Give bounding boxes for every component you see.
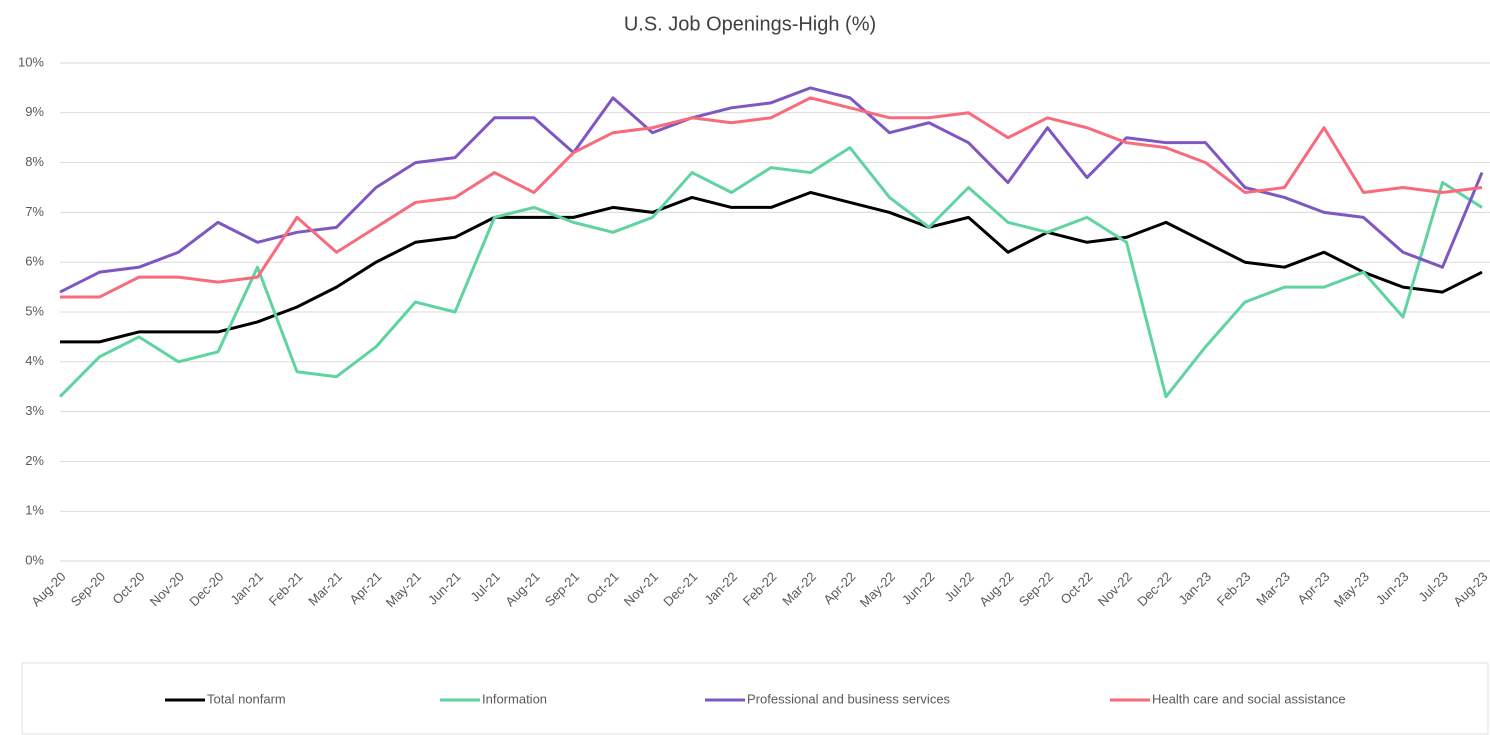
x-tick-label: May-21 (383, 569, 424, 610)
x-tick-label: Dec-22 (1134, 569, 1174, 609)
x-tick-label: Jan-21 (227, 569, 266, 608)
y-tick-label: 2% (25, 453, 44, 468)
legend-label: Total nonfarm (207, 691, 286, 706)
x-tick-label: Jun-23 (1373, 569, 1412, 608)
x-tick-label: Mar-22 (779, 569, 819, 609)
x-tick-label: Mar-21 (305, 569, 345, 609)
x-tick-label: May-22 (857, 569, 898, 610)
x-tick-label: Jan-22 (701, 569, 740, 608)
x-tick-label: Feb-22 (740, 569, 780, 609)
x-tick-label: Feb-23 (1214, 569, 1254, 609)
x-tick-label: Apr-21 (346, 569, 384, 607)
x-tick-label: Dec-21 (660, 569, 700, 609)
y-tick-label: 1% (25, 503, 44, 518)
x-tick-label: Jun-22 (899, 569, 938, 608)
x-tick-label: Aug-22 (976, 569, 1016, 609)
x-tick-label: Sep-20 (68, 569, 108, 609)
x-tick-label: Dec-20 (186, 569, 226, 609)
series-line (60, 96, 1483, 299)
x-tick-label: Aug-21 (502, 569, 542, 609)
legend-label: Professional and business services (747, 691, 951, 706)
y-tick-label: 7% (25, 204, 44, 219)
x-tick-label: Oct-21 (583, 569, 621, 607)
y-tick-label: 9% (25, 104, 44, 119)
y-tick-label: 10% (18, 54, 44, 69)
legend-label: Information (482, 691, 547, 706)
x-tick-label: Oct-22 (1057, 569, 1095, 607)
x-tick-label: Jun-21 (425, 569, 464, 608)
x-tick-label: Jan-23 (1175, 569, 1214, 608)
y-tick-label: 3% (25, 403, 44, 418)
chart-title: U.S. Job Openings-High (%) (624, 13, 876, 35)
series-line (58, 146, 1483, 399)
x-tick-label: Jul-21 (467, 569, 503, 605)
x-tick-label: Apr-23 (1294, 569, 1332, 607)
y-tick-label: 5% (25, 303, 44, 318)
x-tick-label: May-23 (1331, 569, 1372, 610)
series-line (59, 86, 1484, 294)
x-tick-label: Apr-22 (820, 569, 858, 607)
x-tick-label: Nov-21 (621, 569, 661, 609)
x-tick-label: Oct-20 (109, 569, 147, 607)
x-tick-label: Jul-23 (1415, 569, 1451, 605)
x-tick-label: Jul-22 (941, 569, 977, 605)
x-tick-label: Mar-23 (1253, 569, 1293, 609)
y-tick-label: 8% (25, 154, 44, 169)
x-tick-label: Nov-20 (147, 569, 187, 609)
series-line (60, 190, 1483, 344)
y-tick-label: 0% (25, 552, 44, 567)
y-tick-label: 6% (25, 254, 44, 269)
y-tick-label: 4% (25, 353, 44, 368)
x-tick-label: Aug-23 (1450, 569, 1490, 609)
legend-label: Health care and social assistance (1152, 691, 1346, 706)
x-tick-label: Sep-21 (542, 569, 582, 609)
x-tick-label: Sep-22 (1016, 569, 1056, 609)
x-tick-label: Feb-21 (266, 569, 306, 609)
legend-box (21, 662, 1489, 735)
x-tick-label: Nov-22 (1095, 569, 1135, 609)
x-tick-label: Aug-20 (28, 569, 68, 609)
